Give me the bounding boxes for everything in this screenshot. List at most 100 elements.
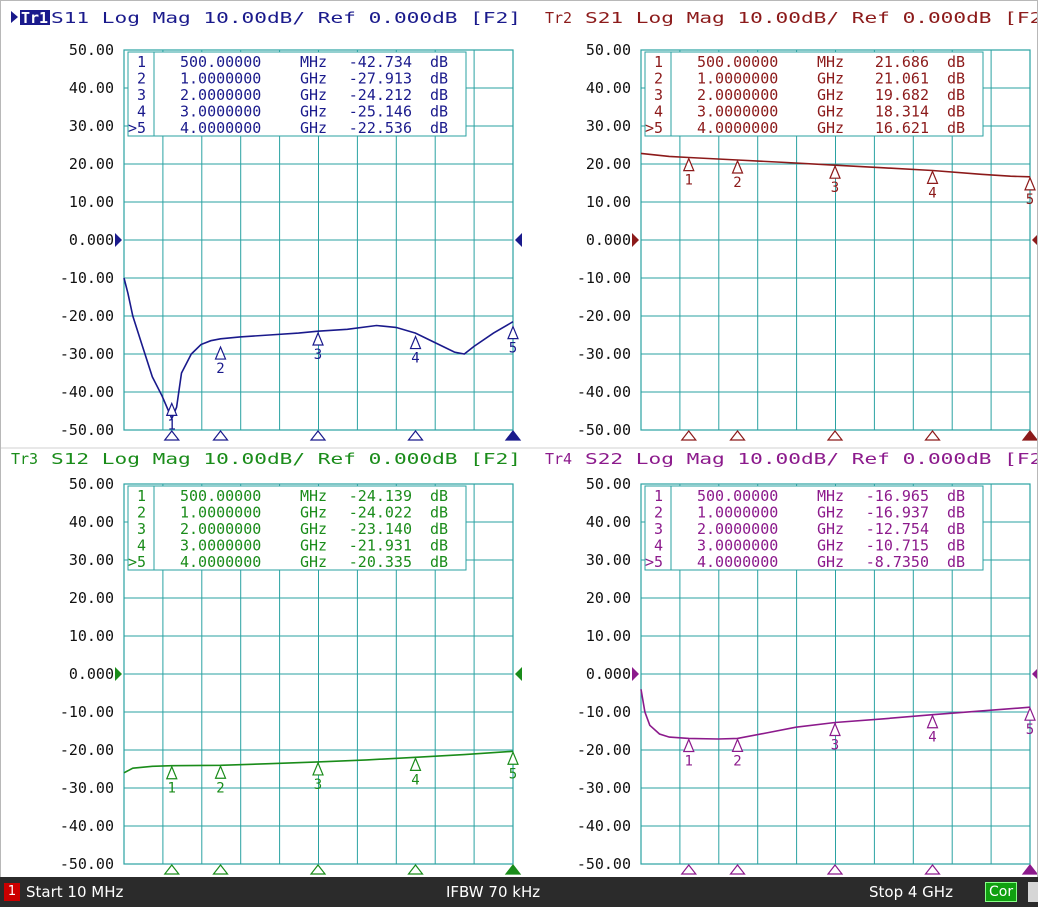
y-tick-label: 50.00 xyxy=(69,475,114,493)
marker-number: 2 xyxy=(137,70,146,88)
marker-triangle xyxy=(214,345,227,360)
y-tick-label: 30.00 xyxy=(69,117,114,135)
trace-header: Tr4 S22 Log Mag 10.00dB/ Ref 0.000dB [F2] xyxy=(545,450,1038,468)
reference-level-right-icon xyxy=(1032,668,1038,680)
y-tick-label: -20.00 xyxy=(60,307,114,325)
status-end-block xyxy=(1028,882,1038,902)
marker-frequency: 1.0000000 xyxy=(180,70,261,88)
marker-unit: MHz xyxy=(817,487,844,505)
y-tick-label: 20.00 xyxy=(69,155,114,173)
marker-unit: GHz xyxy=(817,70,844,88)
marker-label: 1 xyxy=(168,417,176,433)
y-tick-label: 50.00 xyxy=(69,41,114,59)
marker-table: 1 500.00000 MHz -42.734 dB 2 1.0000000 GHz -27.9… xyxy=(127,51,467,137)
marker-triangle xyxy=(926,714,939,729)
y-tick-label: 50.00 xyxy=(586,41,631,59)
marker-number: 2 xyxy=(654,70,663,88)
marker-unit: GHz xyxy=(300,553,327,571)
y-tick-label: 20.00 xyxy=(586,589,631,607)
y-tick-label: -50.00 xyxy=(577,421,631,439)
marker-db-unit: dB xyxy=(947,553,965,571)
marker-unit: MHz xyxy=(300,53,327,71)
stimulus-marker-icon xyxy=(309,430,327,441)
y-tick-label: -50.00 xyxy=(60,421,114,439)
marker-row: >5 4.0000000 GHz -8.7350 dB xyxy=(645,553,965,571)
y-axis-ticks: 50.00 40.00 30.00 20.00 10.00 0.000 -10.00 -20.… xyxy=(60,41,114,439)
marker-row: 3 2.0000000 GHz -12.754 dB xyxy=(654,520,965,538)
y-tick-label: 30.00 xyxy=(586,551,631,569)
y-tick-label: -40.00 xyxy=(60,817,114,835)
marker-db-unit: dB xyxy=(947,504,965,522)
stimulus-marker-icon xyxy=(680,864,697,875)
marker-number: 2 xyxy=(137,504,146,522)
marker-frequency: 500.00000 xyxy=(180,53,261,71)
y-axis-ticks: 50.00 40.00 30.00 20.00 10.00 0.000 -10.00 -20.… xyxy=(60,475,114,873)
marker-label: 4 xyxy=(411,351,419,367)
marker-value: -12.754 xyxy=(866,520,929,538)
marker-triangle xyxy=(507,325,519,340)
channel-indicator[interactable]: 1 xyxy=(4,883,20,901)
stimulus-marker-icon xyxy=(407,430,424,441)
marker-number: 1 xyxy=(654,487,663,505)
marker-value: 16.621 xyxy=(875,119,929,137)
stop-frequency[interactable]: Stop 4 GHz xyxy=(869,883,953,901)
marker-triangle xyxy=(926,169,939,185)
marker-db-unit: dB xyxy=(430,504,448,522)
marker-row: >5 4.0000000 GHz -20.335 dB xyxy=(128,553,448,571)
y-tick-label: 20.00 xyxy=(586,155,631,173)
marker-frequency: 3.0000000 xyxy=(697,537,778,555)
marker-number: >5 xyxy=(645,119,663,137)
start-frequency[interactable]: Start 10 MHz xyxy=(26,883,124,901)
trace-name: Tr3 xyxy=(11,450,38,468)
marker-label: 2 xyxy=(733,175,741,191)
marker-frequency: 4.0000000 xyxy=(180,553,261,571)
marker-triangle xyxy=(682,737,695,753)
marker-unit: GHz xyxy=(300,504,327,522)
marker-db-unit: dB xyxy=(430,537,448,555)
marker-label: 1 xyxy=(685,753,693,769)
marker-label: 2 xyxy=(733,753,741,769)
marker-unit: GHz xyxy=(817,553,844,571)
marker-db-unit: dB xyxy=(947,86,965,104)
marker-triangle xyxy=(312,331,324,346)
y-tick-label: 30.00 xyxy=(586,117,631,135)
marker-value: -24.212 xyxy=(349,86,412,104)
y-tick-label: -40.00 xyxy=(577,383,631,401)
stimulus-marker-icon xyxy=(729,430,746,441)
marker-number: 4 xyxy=(654,103,663,121)
ifbw-value[interactable]: IFBW 70 kHz xyxy=(446,883,541,901)
marker-unit: GHz xyxy=(817,119,844,137)
marker-value: 21.686 xyxy=(875,53,929,71)
marker-table: 1 500.00000 MHz -16.965 dB 2 1.0000000 GHz -16.9… xyxy=(644,485,984,571)
marker-table: 1 500.00000 MHz 21.686 dB 2 1.0000000 GHz 21.061… xyxy=(644,51,984,137)
active-trace-highlight xyxy=(20,10,50,25)
marker-frequency: 1.0000000 xyxy=(180,504,261,522)
y-tick-label: 0.000 xyxy=(69,665,114,683)
trace-name: Tr4 xyxy=(545,450,572,468)
y-tick-label: -10.00 xyxy=(577,269,631,287)
stimulus-marker-icon xyxy=(504,430,522,441)
marker-row: >5 4.0000000 GHz 16.621 dB xyxy=(645,119,965,137)
marker-label: 4 xyxy=(411,772,419,788)
stimulus-marker-icon xyxy=(1021,864,1038,875)
trace-line xyxy=(123,277,514,421)
stimulus-marker-icon xyxy=(924,430,941,441)
stimulus-marker-icon xyxy=(212,864,229,875)
marker-frequency: 3.0000000 xyxy=(180,103,261,121)
marker-number: 1 xyxy=(137,53,146,71)
marker-frequency: 2.0000000 xyxy=(180,520,261,538)
y-tick-label: 40.00 xyxy=(69,513,114,531)
y-tick-label: -10.00 xyxy=(60,269,114,287)
correction-indicator[interactable]: Cor xyxy=(985,882,1018,902)
marker-unit: GHz xyxy=(300,520,327,538)
trace-name: Tr1 xyxy=(21,9,48,27)
trace-name: Tr2 xyxy=(545,9,572,27)
marker-number: 4 xyxy=(654,537,663,555)
trace-settings: S12 Log Mag 10.00dB/ Ref 0.000dB [F2] xyxy=(51,450,521,468)
marker-value: -21.931 xyxy=(349,537,412,555)
stimulus-marker-icon xyxy=(826,864,844,875)
stimulus-marker-icon xyxy=(680,430,697,441)
vna-display: Tr1 S11 Log Mag 10.00dB/ Ref 0.000dB [F2]… xyxy=(0,0,1038,878)
trace-panel-tr1: Tr1 S11 Log Mag 10.00dB/ Ref 0.000dB [F2]… xyxy=(11,9,522,441)
marker-row: 1 500.00000 MHz -24.139 dB xyxy=(137,487,448,505)
